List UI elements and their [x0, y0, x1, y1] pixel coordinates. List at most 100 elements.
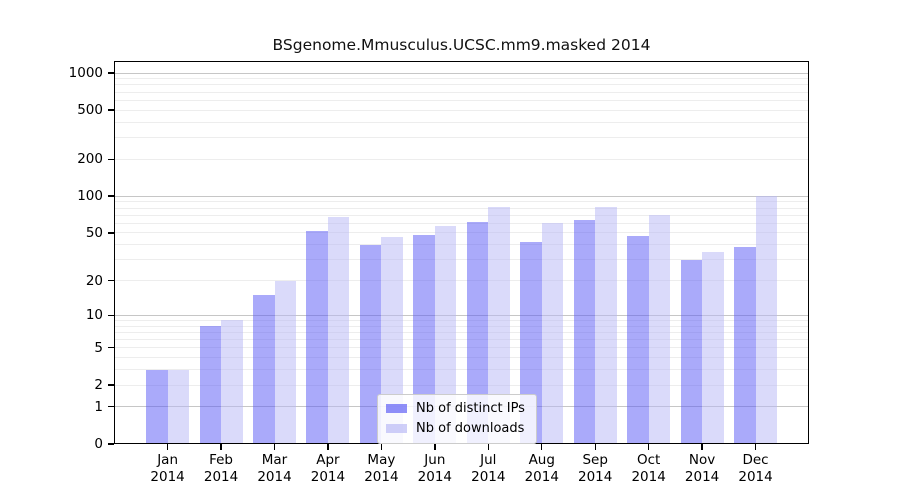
minor-gridline	[114, 137, 809, 139]
bar-nb-of-distinct-ips-apr	[306, 230, 328, 444]
major-gridline	[114, 72, 809, 74]
x-tick-label-aug: Aug 2014	[524, 452, 559, 485]
minor-gridline	[114, 244, 809, 246]
y-tick-label-1: 1	[94, 398, 103, 415]
x-tick-jun	[434, 444, 436, 450]
x-tick-label-jun: Jun 2014	[417, 452, 453, 485]
bar-nb-of-downloads-may	[381, 237, 403, 444]
bar-nb-of-downloads-jul	[488, 207, 510, 444]
legend-row-distinct-ips: Nb of distinct IPs	[386, 400, 525, 417]
x-tick-label-sep: Sep 2014	[578, 452, 613, 485]
bar-nb-of-distinct-ips-jun	[413, 235, 435, 444]
bar-nb-of-downloads-oct	[648, 215, 671, 444]
x-tick-label-may: May 2014	[364, 452, 399, 485]
bar-nb-of-distinct-ips-aug	[520, 242, 542, 444]
x-tick-dec	[754, 444, 757, 450]
y-tick-1	[107, 406, 114, 408]
bar-nb-of-downloads-jun	[434, 225, 457, 444]
minor-gridline	[114, 357, 809, 359]
y-tick-1000	[107, 72, 114, 74]
minor-gridline	[114, 207, 809, 209]
x-tick-oct	[647, 444, 650, 450]
x-tick-jul	[487, 444, 489, 450]
minor-gridline	[114, 78, 809, 80]
minor-gridline	[114, 84, 809, 86]
x-tick-apr	[327, 444, 329, 450]
x-tick-label-nov: Nov 2014	[684, 452, 720, 485]
minor-gridline	[114, 109, 809, 111]
minor-gridline	[114, 339, 809, 340]
legend: Nb of distinct IPs Nb of downloads	[377, 394, 537, 444]
minor-gridline	[114, 319, 809, 321]
x-tick-may	[380, 444, 383, 450]
y-tick-label-0: 0	[94, 436, 103, 452]
y-tick-label-50: 50	[85, 224, 103, 241]
y-tick-label-1000: 1000	[68, 65, 103, 81]
minor-gridline	[114, 214, 809, 216]
bar-nb-of-downloads-aug	[541, 223, 564, 444]
y-tick-label-5: 5	[94, 339, 103, 356]
x-tick-sep	[594, 444, 596, 450]
x-tick-nov	[701, 444, 703, 450]
y-tick-50	[107, 232, 114, 234]
minor-gridline	[114, 232, 809, 234]
legend-swatch-downloads	[386, 424, 407, 433]
minor-gridline	[114, 369, 809, 371]
major-gridline	[114, 195, 809, 197]
minor-gridline	[114, 158, 809, 160]
x-tick-aug	[541, 444, 543, 450]
bar-nb-of-downloads-nov	[702, 251, 724, 444]
y-tick-5	[107, 347, 114, 349]
x-tick-label-feb: Feb 2014	[203, 452, 239, 485]
x-tick-label-oct: Oct 2014	[631, 452, 666, 485]
bar-nb-of-downloads-feb	[221, 320, 243, 444]
bar-nb-of-downloads-dec	[755, 196, 778, 444]
y-tick-label-200: 200	[77, 151, 103, 168]
y-tick-500	[107, 109, 114, 111]
y-tick-label-100: 100	[77, 188, 103, 205]
bar-nb-of-downloads-mar	[274, 280, 296, 444]
minor-gridline	[114, 99, 809, 101]
y-tick-label-2: 2	[94, 377, 103, 393]
y-tick-2	[107, 384, 114, 386]
y-tick-100	[107, 195, 114, 197]
x-tick-feb	[220, 444, 222, 450]
bar-nb-of-downloads-sep	[595, 207, 617, 444]
x-tick-mar	[273, 444, 276, 450]
y-tick-20	[107, 279, 114, 282]
x-tick-label-apr: Apr 2014	[310, 452, 346, 485]
minor-gridline	[114, 331, 809, 333]
minor-gridline	[114, 325, 809, 327]
minor-gridline	[114, 280, 809, 281]
x-tick-label-jul: Jul 2014	[471, 452, 506, 485]
minor-gridline	[114, 91, 809, 93]
bar-nb-of-distinct-ips-oct	[627, 236, 649, 444]
major-gridline	[114, 314, 809, 316]
y-tick-0	[107, 443, 114, 445]
legend-swatch-distinct-ips	[386, 404, 407, 413]
minor-gridline	[114, 259, 809, 261]
minor-gridline	[114, 384, 809, 386]
bar-nb-of-distinct-ips-feb	[199, 326, 222, 444]
x-tick-jan	[166, 444, 169, 450]
y-tick-200	[107, 158, 114, 160]
bar-nb-of-downloads-jan	[167, 369, 190, 444]
y-tick-10	[107, 314, 114, 316]
x-tick-label-dec: Dec 2014	[738, 452, 773, 485]
y-tick-label-20: 20	[85, 272, 103, 289]
x-tick-label-jan: Jan 2014	[150, 452, 185, 485]
bar-nb-of-distinct-ips-may	[359, 244, 382, 444]
x-tick-label-mar: Mar 2014	[257, 452, 292, 485]
minor-gridline	[114, 201, 809, 203]
y-tick-label-500: 500	[77, 102, 103, 119]
legend-row-downloads: Nb of downloads	[386, 420, 525, 437]
bar-nb-of-distinct-ips-dec	[734, 247, 756, 444]
legend-label-distinct-ips: Nb of distinct IPs	[416, 401, 525, 416]
bar-nb-of-distinct-ips-jan	[146, 369, 168, 444]
bar-nb-of-distinct-ips-sep	[573, 219, 596, 444]
y-tick-label-10: 10	[85, 307, 103, 324]
bar-nb-of-distinct-ips-mar	[253, 295, 275, 444]
minor-gridline	[114, 222, 809, 224]
bar-nb-of-distinct-ips-jul	[466, 221, 489, 444]
